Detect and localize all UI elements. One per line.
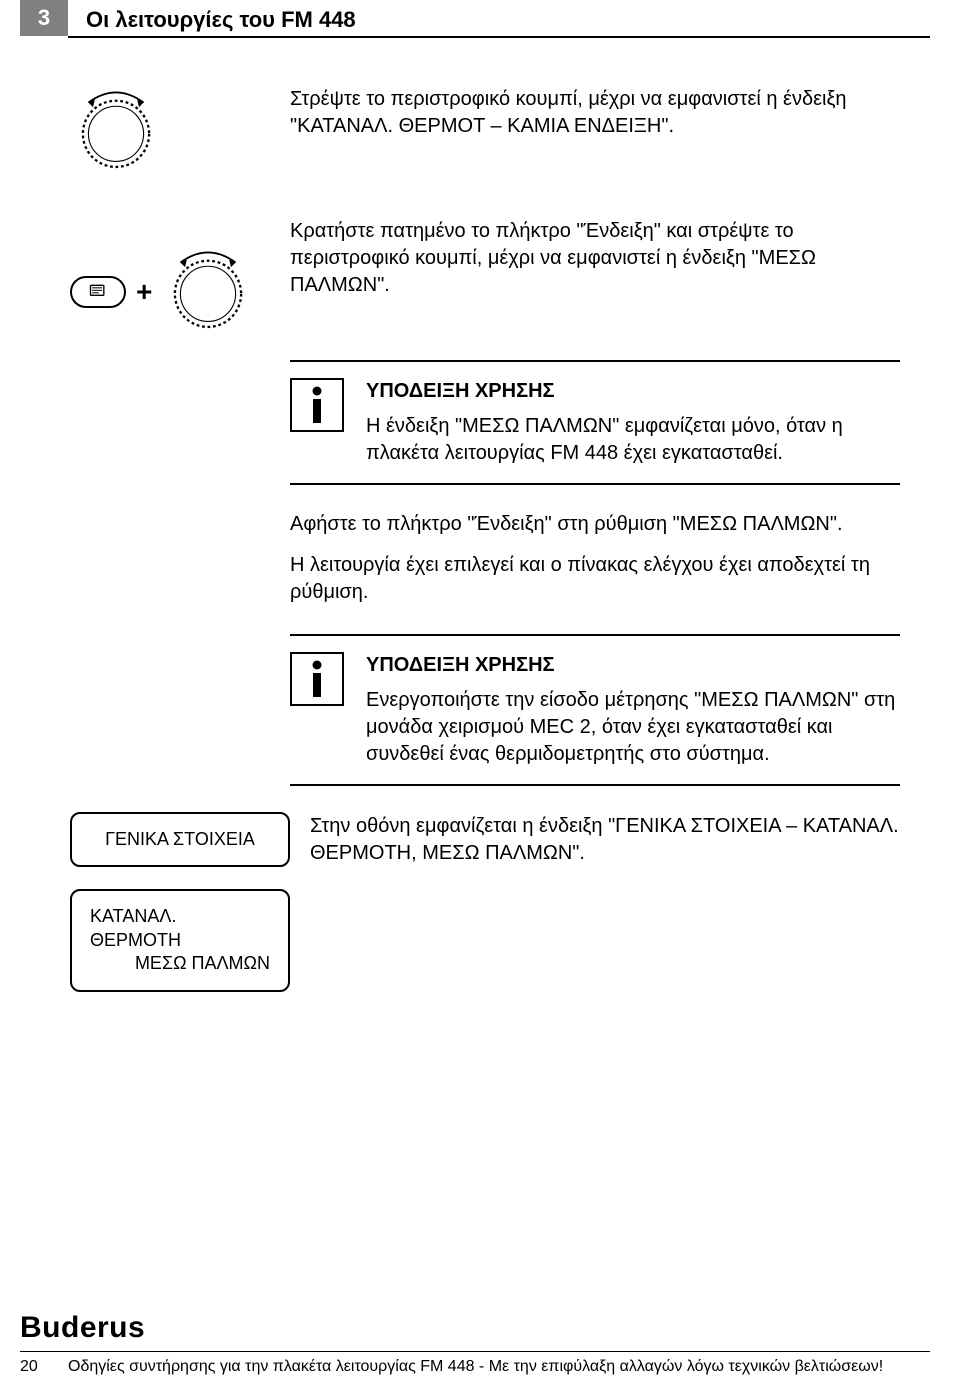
rotary-dial-icon [70, 86, 162, 178]
plus-sign: + [136, 276, 152, 308]
display-box-1: ΓΕΝΙΚΑ ΣΤΟΙΧΕΙΑ [70, 812, 290, 867]
display-1-label: ΓΕΝΙΚΑ ΣΤΟΙΧΕΙΑ [105, 829, 255, 849]
page: 3 Οι λειτουργίες του FM 448 Στρ [0, 0, 960, 1396]
chapter-number: 3 [38, 5, 50, 31]
note-2-body: Ενεργοποιήστε την είσοδο μέτρησης "ΜΕΣΩ … [366, 687, 900, 768]
rotary-dial-icon [162, 246, 254, 338]
note-2-text: ΥΠΟΔΕΙΞΗ ΧΡΗΣΗΣ Ενεργοποιήστε την είσοδο… [366, 652, 900, 768]
usage-note-2: ΥΠΟΔΕΙΞΗ ΧΡΗΣΗΣ Ενεργοποιήστε την είσοδο… [290, 634, 900, 786]
display-1-row: ΓΕΝΙΚΑ ΣΤΟΙΧΕΙΑ Στην οθόνη εμφανίζεται η… [70, 812, 900, 867]
step-2-icon-col: + [70, 218, 290, 338]
note-2-col: ΥΠΟΔΕΙΞΗ ΧΡΗΣΗΣ Ενεργοποιήστε την είσοδο… [290, 634, 900, 786]
step-1-icon-col [70, 86, 290, 178]
usage-note-1: ΥΠΟΔΕΙΞΗ ΧΡΗΣΗΣ Η ένδειξη "ΜΕΣΩ ΠΑΛΜΩΝ" … [290, 360, 900, 485]
buderus-logo: Buderus [20, 1311, 930, 1345]
step-3-row: Αφήστε το πλήκτρο "Ένδειξη" στη ρύθμιση … [70, 511, 900, 606]
display-box-2: ΚΑΤΑΝΑΛ. ΘΕΡΜΟΤΗ ΜΕΣΩ ΠΑΛΜΩΝ [70, 889, 290, 991]
footer-rule [20, 1351, 930, 1352]
display-2-line2: ΜΕΣΩ ΠΑΛΜΩΝ [90, 952, 270, 975]
note-1-row: ΥΠΟΔΕΙΞΗ ΧΡΗΣΗΣ Η ένδειξη "ΜΕΣΩ ΠΑΛΜΩΝ" … [70, 360, 900, 485]
step-3-line2: Η λειτουργία έχει επιλεγεί και ο πίνακας… [290, 552, 900, 606]
note-1-title: ΥΠΟΔΕΙΞΗ ΧΡΗΣΗΣ [366, 378, 900, 405]
step-2: + Κρατήστε πατημένο το πλήκτρο "Ένδειξη"… [70, 218, 900, 338]
note-1-col: ΥΠΟΔΕΙΞΗ ΧΡΗΣΗΣ Η ένδειξη "ΜΕΣΩ ΠΑΛΜΩΝ" … [290, 360, 900, 485]
step-2-text: Κρατήστε πατημένο το πλήκτρο "Ένδειξη" κ… [290, 218, 900, 299]
note-1-body: Η ένδειξη "ΜΕΣΩ ΠΑΛΜΩΝ" εμφανίζεται μόνο… [366, 413, 900, 467]
display-button-plus-dial: + [70, 246, 254, 338]
note-1-text: ΥΠΟΔΕΙΞΗ ΧΡΗΣΗΣ Η ένδειξη "ΜΕΣΩ ΠΑΛΜΩΝ" … [366, 378, 900, 467]
footer-line: 20 Οδηγίες συντήρησης για την πλακέτα λε… [20, 1358, 930, 1376]
step-3-line1: Αφήστε το πλήκτρο "Ένδειξη" στη ρύθμιση … [290, 511, 900, 538]
page-footer: Buderus 20 Οδηγίες συντήρησης για την πλ… [20, 1311, 930, 1376]
chapter-header: 3 Οι λειτουργίες του FM 448 [0, 0, 960, 36]
step-1-text: Στρέψτε το περιστροφικό κουμπί, μέχρι να… [290, 86, 900, 140]
chapter-title: Οι λειτουργίες του FM 448 [86, 3, 356, 33]
display-1-col: ΓΕΝΙΚΑ ΣΤΟΙΧΕΙΑ [70, 812, 290, 867]
step-3-text: Αφήστε το πλήκτρο "Ένδειξη" στη ρύθμιση … [290, 511, 900, 606]
step-1: Στρέψτε το περιστροφικό κουμπί, μέχρι να… [70, 86, 900, 178]
info-icon [290, 378, 344, 432]
note-2-row: ΥΠΟΔΕΙΞΗ ΧΡΗΣΗΣ Ενεργοποιήστε την είσοδο… [70, 634, 900, 786]
info-icon [290, 652, 344, 706]
display-2-col: ΚΑΤΑΝΑΛ. ΘΕΡΜΟΤΗ ΜΕΣΩ ΠΑΛΜΩΝ [70, 889, 290, 991]
display-1-text: Στην οθόνη εμφανίζεται η ένδειξη "ΓΕΝΙΚΑ… [290, 813, 900, 867]
header-rule [68, 36, 930, 38]
page-number: 20 [20, 1358, 68, 1376]
footer-text: Οδηγίες συντήρησης για την πλακέτα λειτο… [68, 1358, 930, 1376]
display-2-row: ΚΑΤΑΝΑΛ. ΘΕΡΜΟΤΗ ΜΕΣΩ ΠΑΛΜΩΝ [70, 889, 900, 991]
display-button-icon [70, 276, 126, 308]
chapter-number-box: 3 [20, 0, 68, 36]
note-2-title: ΥΠΟΔΕΙΞΗ ΧΡΗΣΗΣ [366, 652, 900, 679]
display-2-line1: ΚΑΤΑΝΑΛ. ΘΕΡΜΟΤΗ [90, 905, 270, 952]
